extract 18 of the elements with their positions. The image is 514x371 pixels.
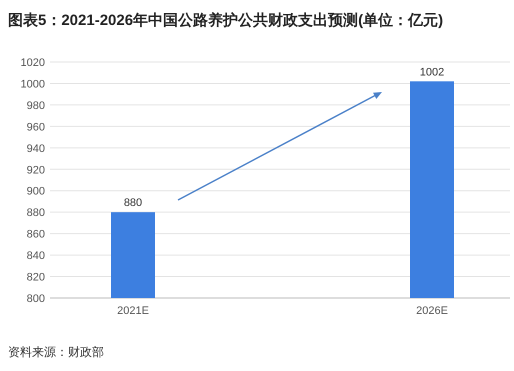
text: 资料来源：财政部: [8, 345, 104, 359]
y-tick-label: 960: [26, 121, 45, 134]
x-tick-label: 2021E: [117, 305, 149, 317]
y-tick-label: 940: [26, 142, 45, 155]
y-tick-label: 820: [26, 272, 45, 284]
data-label: 880: [124, 197, 142, 210]
y-tick-label: 1020: [20, 57, 45, 69]
y-tick-label: 880: [26, 207, 45, 220]
y-tick-label: 860: [26, 228, 45, 241]
y-tick-label: 920: [26, 164, 45, 176]
chart-title: 图表5：2021-2026年中国公路养护公共财政支出预测(单位：亿元): [8, 11, 444, 29]
data-label: 1002: [420, 66, 444, 78]
y-tick-label: 1000: [20, 78, 45, 90]
y-tick-label: 800: [26, 293, 45, 305]
y-tick-label: 980: [26, 100, 45, 112]
x-tick-label: 2026E: [416, 305, 448, 317]
y-tick-label: 840: [26, 250, 45, 262]
y-tick-label: 900: [26, 186, 45, 198]
